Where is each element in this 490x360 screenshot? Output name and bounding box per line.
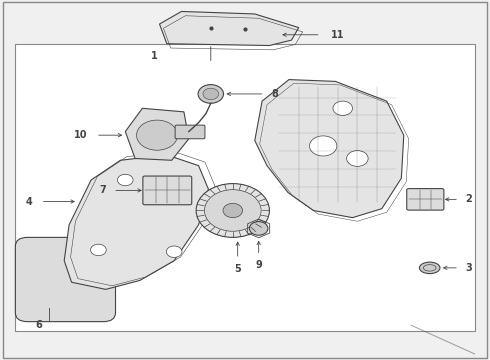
Circle shape: [249, 222, 268, 235]
Circle shape: [223, 203, 243, 218]
Ellipse shape: [419, 262, 440, 274]
Bar: [15, 44, 475, 330]
Circle shape: [169, 187, 184, 198]
Text: 2: 2: [465, 194, 471, 204]
Polygon shape: [255, 80, 404, 218]
Circle shape: [204, 190, 261, 231]
Text: 11: 11: [331, 30, 344, 40]
FancyBboxPatch shape: [143, 176, 192, 205]
Text: 10: 10: [74, 130, 88, 140]
Circle shape: [198, 85, 223, 103]
Text: 4: 4: [25, 197, 32, 207]
Text: 5: 5: [234, 264, 241, 274]
Text: 1: 1: [151, 51, 158, 61]
Circle shape: [196, 184, 270, 237]
FancyBboxPatch shape: [15, 237, 116, 321]
Polygon shape: [125, 108, 189, 160]
Text: 8: 8: [272, 89, 279, 99]
FancyBboxPatch shape: [175, 125, 205, 139]
Circle shape: [166, 246, 182, 257]
Circle shape: [310, 136, 337, 156]
Circle shape: [333, 101, 352, 116]
Circle shape: [203, 88, 219, 100]
Polygon shape: [64, 155, 208, 289]
Text: 6: 6: [35, 320, 42, 330]
Polygon shape: [159, 12, 299, 45]
Text: 7: 7: [99, 185, 106, 195]
Text: 3: 3: [465, 263, 471, 273]
Circle shape: [91, 244, 106, 256]
Text: 9: 9: [255, 260, 262, 270]
Circle shape: [118, 174, 133, 186]
Circle shape: [137, 120, 177, 150]
FancyBboxPatch shape: [407, 189, 444, 210]
Circle shape: [346, 150, 368, 166]
